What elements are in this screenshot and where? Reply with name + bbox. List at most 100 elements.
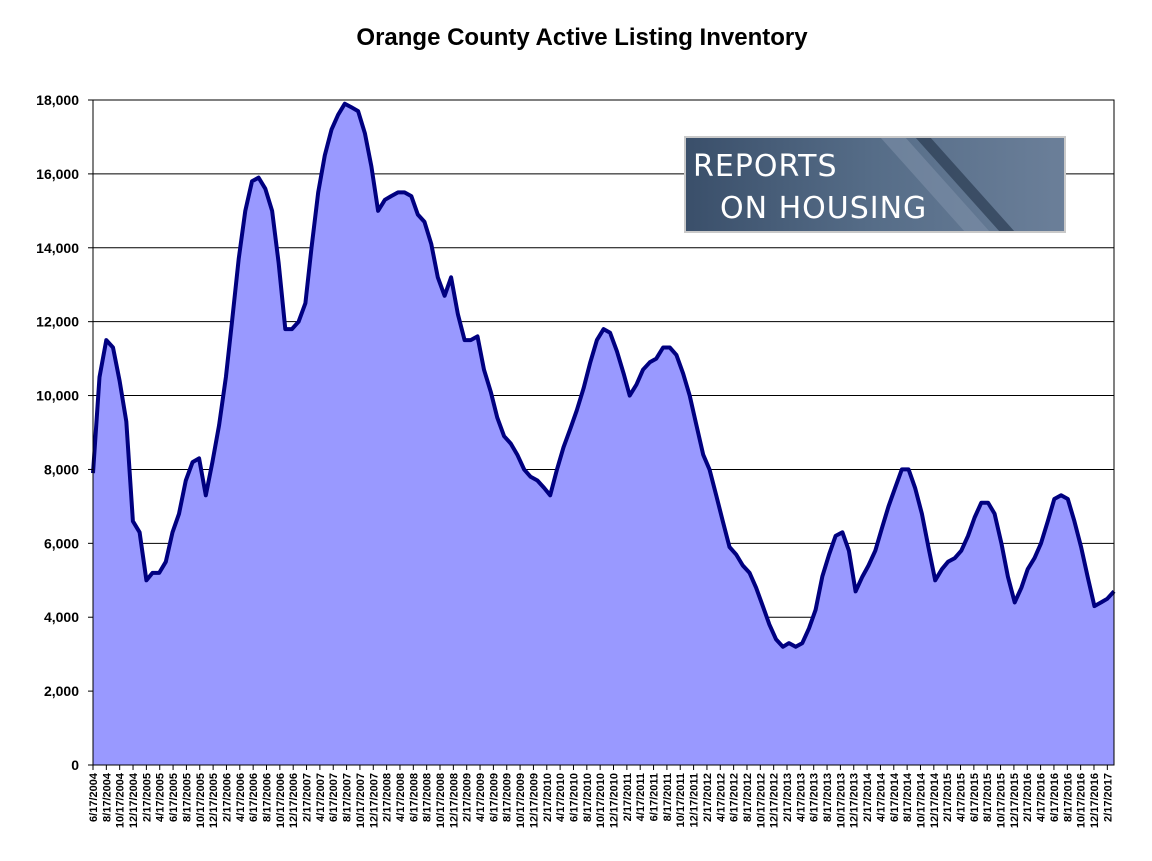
x-tick-label: 10/17/2005	[195, 773, 207, 828]
x-tick-label: 8/17/2011	[662, 773, 674, 821]
logo-stripe	[880, 137, 990, 232]
x-tick-label: 12/17/2015	[1009, 773, 1021, 828]
x-tick-label: 10/17/2007	[355, 773, 367, 828]
x-tick-label: 12/17/2011	[689, 773, 701, 827]
x-tick-label: 2/17/2012	[702, 773, 714, 822]
x-tick-label: 2/17/2005	[141, 773, 153, 822]
y-tick-label: 8,000	[44, 461, 79, 477]
chart-title: Orange County Active Listing Inventory	[356, 24, 808, 51]
x-tick-label: 10/17/2012	[755, 773, 767, 828]
x-tick-label: 10/17/2015	[996, 773, 1008, 828]
x-tick-label: 12/17/2009	[528, 773, 540, 828]
logo-line-2: ON HOUSING	[720, 191, 927, 226]
x-tick-label: 10/17/2013	[835, 773, 847, 828]
x-tick-label: 8/17/2015	[982, 773, 994, 822]
x-tick-label: 12/17/2005	[208, 773, 220, 828]
x-tick-label: 4/17/2005	[155, 773, 167, 822]
x-tick-label: 4/17/2010	[555, 773, 567, 822]
x-tick-label: 6/17/2011	[649, 773, 661, 821]
y-tick-label: 14,000	[36, 240, 79, 256]
y-tick-label: 16,000	[36, 166, 79, 182]
x-tick-label: 4/17/2009	[475, 773, 487, 822]
x-tick-label: 8/17/2016	[1062, 773, 1074, 822]
x-tick-label: 6/17/2005	[168, 773, 180, 822]
y-tick-label: 18,000	[36, 92, 79, 108]
x-tick-label: 2/17/2015	[942, 773, 954, 822]
x-tick-label: 2/17/2009	[462, 773, 474, 822]
x-tick-label: 8/17/2008	[422, 773, 434, 822]
x-tick-label: 4/17/2008	[395, 773, 407, 822]
x-tick-label: 6/17/2015	[969, 773, 981, 822]
x-tick-label: 4/17/2007	[315, 773, 327, 822]
y-tick-label: 4,000	[44, 609, 79, 625]
logo-line-1: REPORTS	[693, 149, 838, 184]
y-tick-label: 0	[71, 757, 79, 773]
x-tick-label: 6/17/2008	[408, 773, 420, 822]
reports-on-housing-logo: REPORTS ON HOUSING	[684, 136, 1066, 233]
x-tick-label: 10/17/2010	[595, 773, 607, 828]
x-tick-label: 2/17/2016	[1022, 773, 1034, 822]
x-tick-label: 4/17/2006	[235, 773, 247, 822]
x-tick-label: 2/17/2013	[782, 773, 794, 822]
x-tick-label: 12/17/2012	[769, 773, 781, 828]
x-tick-label: 4/17/2013	[795, 773, 807, 822]
x-tick-label: 8/17/2007	[342, 773, 354, 822]
x-tick-label: 4/17/2016	[1036, 773, 1048, 822]
x-tick-label: 4/17/2014	[875, 772, 887, 822]
x-tick-label: 10/17/2014	[915, 772, 927, 828]
x-tick-label: 6/17/2010	[568, 773, 580, 822]
x-tick-label: 8/17/2006	[262, 773, 274, 822]
logo-stripe	[915, 137, 1015, 232]
x-tick-label: 8/17/2005	[181, 773, 193, 822]
x-tick-label: 4/17/2015	[956, 773, 968, 822]
inventory-line	[91, 101, 1116, 649]
x-tick-label: 6/17/2009	[488, 773, 500, 822]
y-tick-label: 12,000	[36, 314, 79, 330]
x-axis-ticks: 6/17/2004 8/17/2004 10/17/2004 12/17/2004 2/…	[88, 765, 1114, 828]
x-tick-label: 8/17/2004	[101, 772, 113, 822]
x-tick-label: 8/17/2012	[742, 773, 754, 822]
x-tick-label: 12/17/2008	[448, 773, 460, 828]
x-tick-label: 10/17/2008	[435, 773, 447, 828]
x-tick-label: 2/17/2011	[622, 773, 634, 821]
x-tick-label: 12/17/2016	[1089, 773, 1101, 828]
x-tick-label: 8/17/2009	[502, 773, 514, 822]
x-tick-label: 2/17/2007	[302, 773, 314, 822]
x-tick-label: 6/17/2013	[809, 773, 821, 822]
x-tick-label: 6/17/2014	[889, 772, 901, 822]
x-tick-label: 2/17/2017	[1102, 773, 1114, 822]
logo-border	[684, 136, 1066, 233]
x-tick-label: 10/17/2004	[115, 772, 127, 828]
inventory-area	[93, 103, 1114, 765]
x-tick-label: 10/17/2016	[1076, 773, 1088, 828]
x-tick-label: 10/17/2006	[275, 773, 287, 828]
y-tick-label: 10,000	[36, 388, 79, 404]
y-axis-ticks: 0 2,000 4,000 6,000 8,000 10,000 12,000 14,000 1…	[36, 92, 93, 773]
y-tick-label: 6,000	[44, 535, 79, 551]
x-tick-label: 4/17/2012	[715, 773, 727, 822]
x-tick-label: 6/17/2004	[88, 772, 100, 822]
x-tick-label: 12/17/2006	[288, 773, 300, 828]
x-tick-label: 4/17/2011	[635, 773, 647, 821]
x-tick-label: 8/17/2010	[582, 773, 594, 822]
y-tick-label: 2,000	[44, 683, 79, 699]
x-tick-label: 8/17/2013	[822, 773, 834, 822]
x-tick-label: 6/17/2016	[1049, 773, 1061, 822]
x-tick-label: 12/17/2004	[128, 772, 140, 828]
x-tick-label: 2/17/2008	[382, 773, 394, 822]
plot-frame	[92, 99, 1115, 766]
x-tick-label: 12/17/2013	[849, 773, 861, 828]
x-tick-label: 6/17/2006	[248, 773, 260, 822]
x-tick-label: 12/17/2007	[368, 773, 380, 828]
x-tick-label: 12/17/2014	[929, 772, 941, 828]
x-tick-label: 8/17/2014	[902, 772, 914, 822]
x-tick-label: 6/17/2007	[328, 773, 340, 822]
x-tick-label: 12/17/2010	[609, 773, 621, 828]
x-tick-label: 2/17/2010	[542, 773, 554, 822]
x-tick-label: 10/17/2011	[675, 773, 687, 827]
logo-background	[685, 137, 1065, 232]
x-tick-label: 10/17/2009	[515, 773, 527, 828]
x-tick-label: 2/17/2014	[862, 772, 874, 822]
